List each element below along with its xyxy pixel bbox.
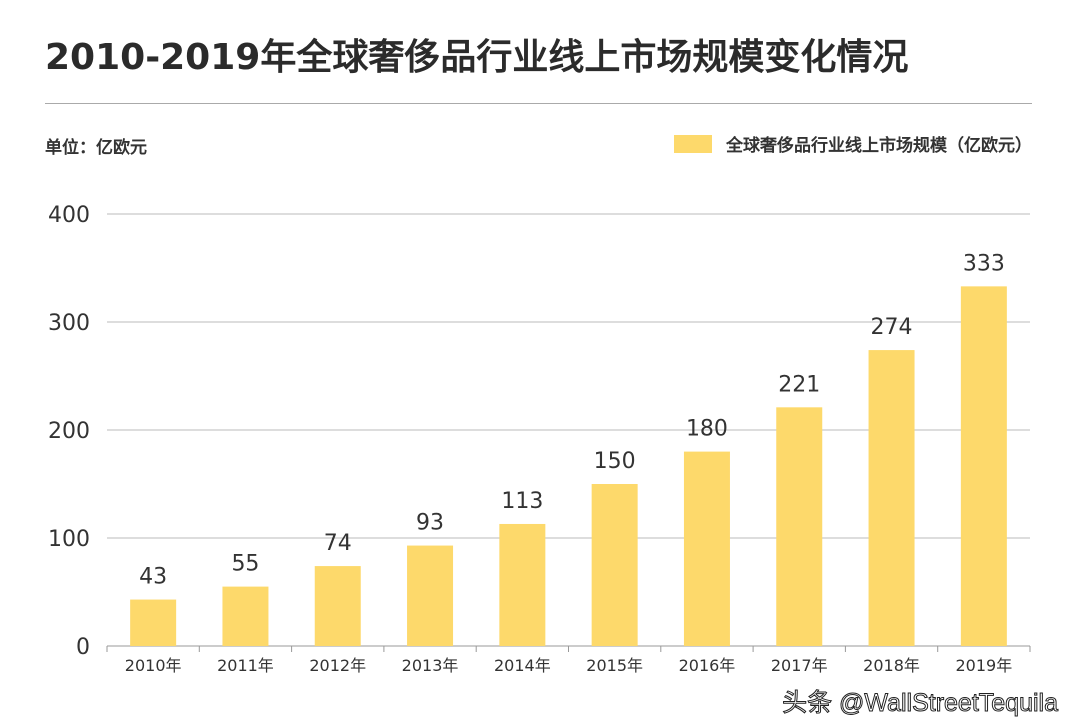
bar <box>222 586 269 646</box>
legend-label: 全球奢侈品行业线上市场规模（亿欧元） <box>726 136 1032 156</box>
data-label: 221 <box>778 372 820 397</box>
legend-swatch <box>674 134 712 153</box>
data-label: 113 <box>501 489 543 514</box>
bar <box>499 523 546 646</box>
chart-title: 2010-2019年全球奢侈品行业线上市场规模变化情况 <box>45 37 909 78</box>
x-tick-label: 2011年 <box>217 656 274 675</box>
x-tick-label: 2014年 <box>494 656 551 675</box>
legend: 全球奢侈品行业线上市场规模（亿欧元） <box>674 131 1032 156</box>
bar <box>130 599 177 646</box>
data-label: 74 <box>324 531 352 556</box>
x-tick-label: 2019年 <box>955 656 1012 675</box>
bar <box>868 350 915 646</box>
x-tick-label: 2016年 <box>679 656 736 675</box>
y-tick-label: 200 <box>48 419 90 444</box>
x-tick-label: 2013年 <box>402 656 459 675</box>
bar <box>683 451 730 646</box>
data-label: 150 <box>594 449 636 474</box>
y-tick-label: 0 <box>76 635 90 660</box>
x-tick-label: 2012年 <box>309 656 366 675</box>
x-tick-label: 2017年 <box>771 656 828 675</box>
data-label: 274 <box>871 315 913 340</box>
data-label: 93 <box>416 511 444 536</box>
bar <box>776 407 823 646</box>
x-tick-label: 2010年 <box>125 656 182 675</box>
bar <box>960 286 1007 646</box>
bar <box>314 566 361 646</box>
data-label: 180 <box>686 417 728 442</box>
title-divider <box>45 103 1032 104</box>
data-label: 43 <box>139 565 167 590</box>
data-label: 333 <box>963 251 1005 276</box>
x-tick-label: 2018年 <box>863 656 920 675</box>
unit-label: 单位：亿欧元 <box>45 138 147 158</box>
y-tick-label: 300 <box>48 311 90 336</box>
y-tick-label: 400 <box>48 203 90 228</box>
y-tick-label: 100 <box>48 527 90 552</box>
data-label: 55 <box>231 552 259 577</box>
x-tick-label: 2015年 <box>586 656 643 675</box>
watermark: 头条 @WallStreetTequila <box>782 689 1059 717</box>
bar <box>407 545 454 646</box>
bar <box>591 484 638 646</box>
